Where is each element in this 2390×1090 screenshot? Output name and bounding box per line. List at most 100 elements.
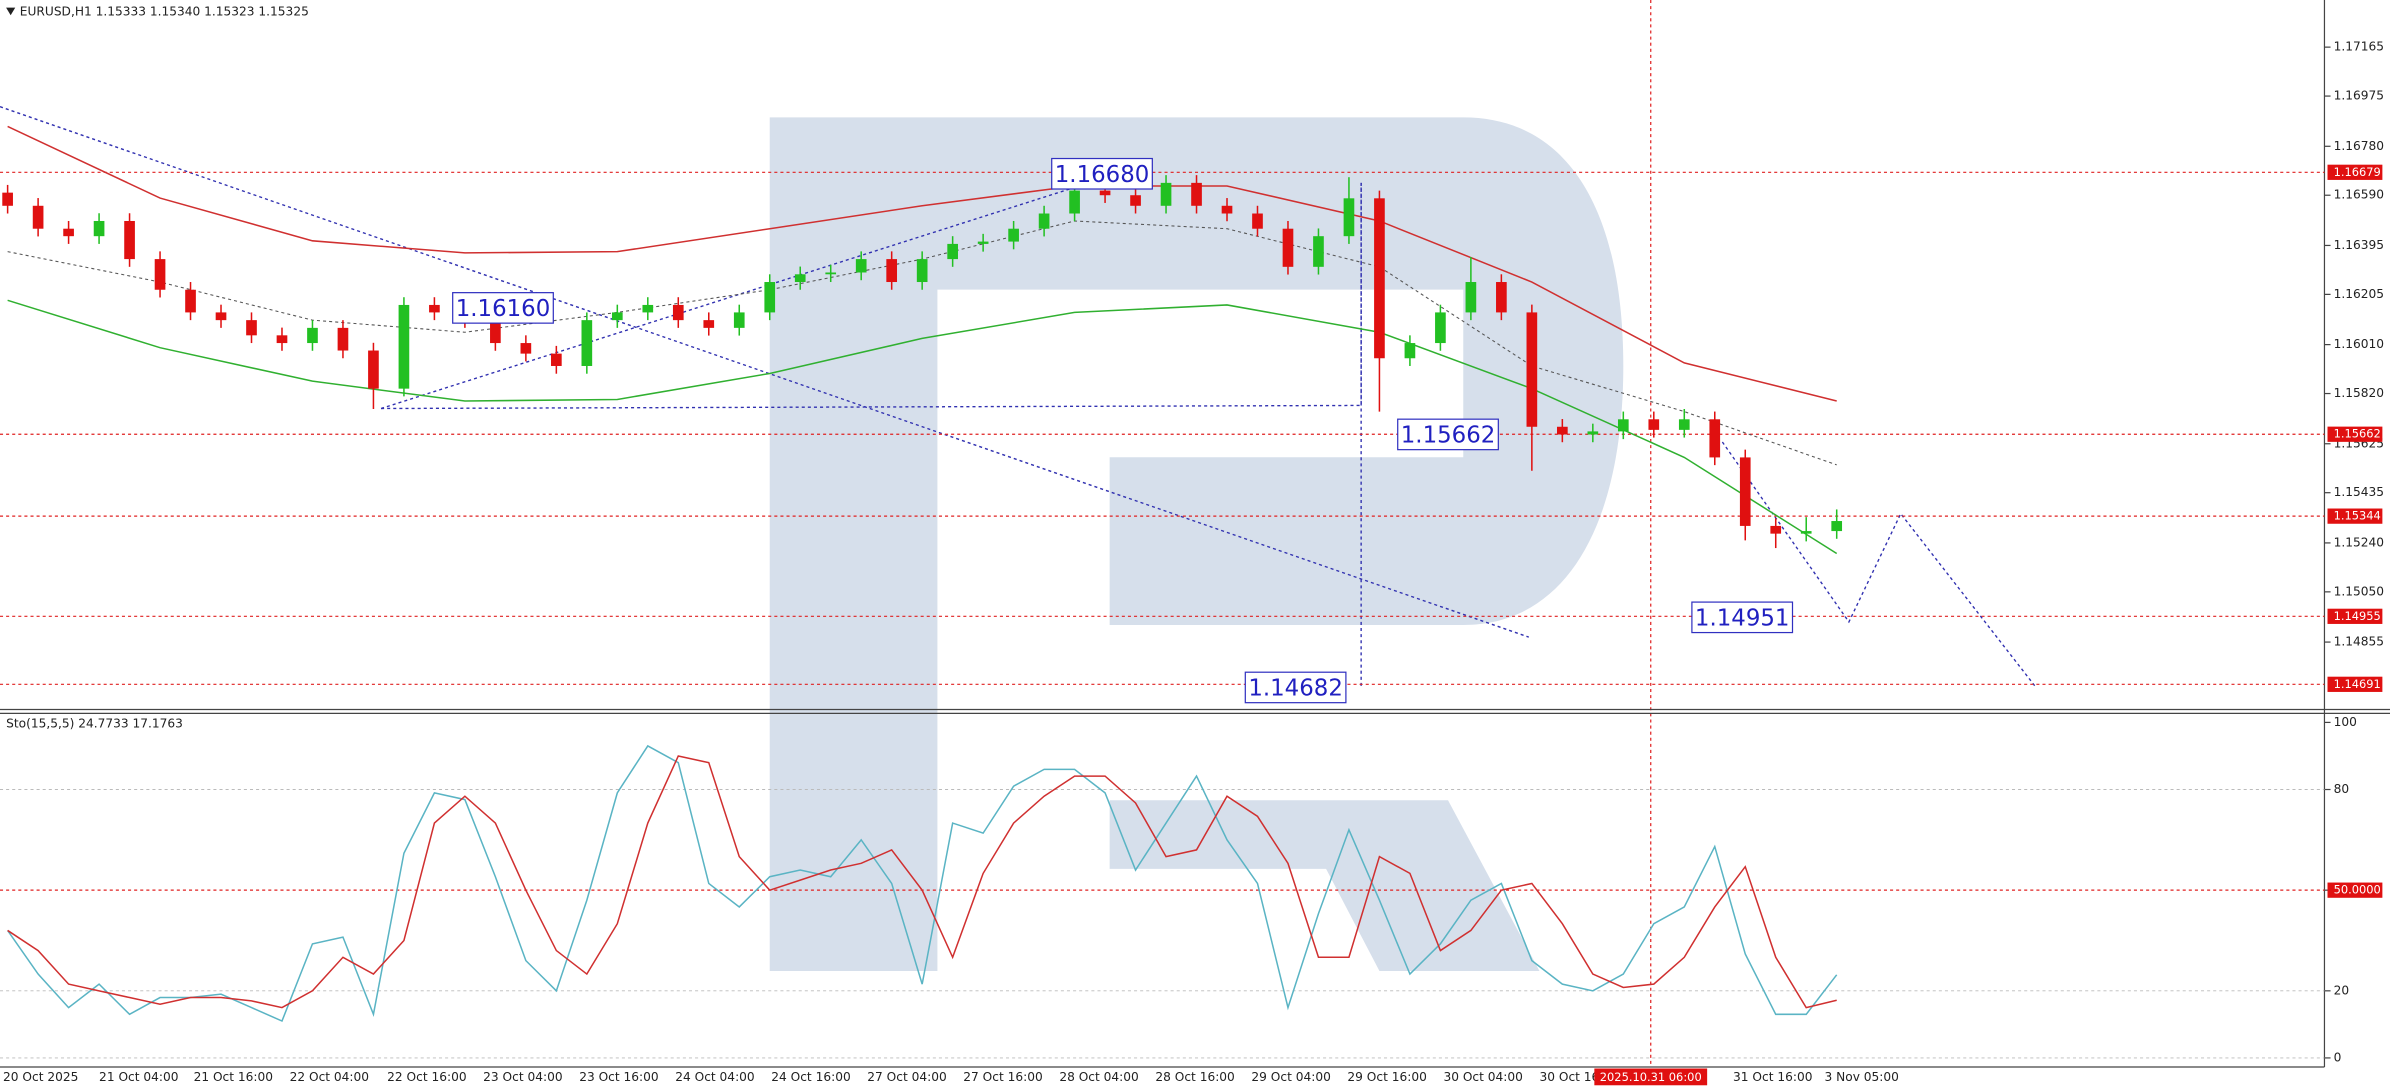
x-tick-label: 27 Oct 16:00 — [963, 1070, 1042, 1084]
annotation: 1.14682 — [1248, 675, 1343, 701]
candle-body — [276, 335, 288, 344]
x-tick-label: 29 Oct 04:00 — [1251, 1070, 1330, 1084]
x-tick-label: 28 Oct 04:00 — [1059, 1070, 1138, 1084]
candle-body — [1709, 419, 1721, 458]
annotation-box — [1691, 601, 1794, 634]
annotation-box — [452, 292, 554, 324]
y-tick-label: 1.15435 — [2334, 485, 2384, 499]
candle-body — [2, 192, 13, 206]
candle-body — [611, 312, 623, 321]
candle-body — [1617, 419, 1629, 432]
indicator-line — [7, 755, 1837, 1009]
candle-body — [764, 282, 776, 313]
x-tick-label: 30 Oct 04:00 — [1443, 1070, 1522, 1084]
x-tick-label: 21 Oct 16:00 — [194, 1070, 273, 1084]
candle-body — [124, 220, 135, 260]
y-tick-label: 20 — [2334, 983, 2350, 997]
candle-body — [1130, 195, 1141, 206]
trend-line — [0, 106, 1530, 638]
candle-body — [947, 243, 958, 260]
level-label-box — [2327, 608, 2383, 624]
x-tick-label: 20 Oct 2025 — [3, 1070, 78, 1084]
level-label: 1.15662 — [2334, 427, 2381, 441]
candle-body — [429, 304, 440, 313]
x-tick-label: 22 Oct 04:00 — [290, 1070, 369, 1084]
forecast-line — [1721, 441, 2036, 687]
y-tick-label: 1.15820 — [2334, 386, 2384, 400]
candle-body — [32, 205, 44, 229]
candle-body — [490, 320, 501, 344]
candle-body — [1770, 525, 1782, 534]
candle-body — [1526, 312, 1538, 427]
candle-body — [1221, 205, 1233, 214]
x-tick-label: 24 Oct 16:00 — [771, 1070, 850, 1084]
candle-body — [1404, 343, 1416, 359]
candle-body — [642, 304, 654, 313]
annotation-box — [1244, 671, 1347, 704]
candle-body — [977, 241, 989, 244]
x-tick-label: 3 Nov 05:00 — [1825, 1070, 1899, 1084]
x-tick-label: 24 Oct 04:00 — [675, 1070, 754, 1084]
candle-body — [1099, 190, 1111, 196]
candle-body — [733, 312, 745, 328]
y-tick-label: 1.16205 — [2334, 287, 2384, 301]
level-label: 1.15344 — [2334, 509, 2381, 523]
candle-body — [703, 320, 715, 328]
candle-body — [581, 320, 593, 366]
y-tick-label: 0 — [2334, 1050, 2342, 1064]
candle-body — [93, 220, 105, 237]
candle-body — [1038, 213, 1050, 229]
x-tick-label: 29 Oct 16:00 — [1347, 1070, 1426, 1084]
candle-body — [1739, 457, 1751, 526]
candle-body — [1160, 182, 1172, 206]
annotation: 1.16160 — [456, 296, 551, 322]
candle-body — [307, 327, 318, 344]
moving-average — [7, 125, 1837, 402]
indicator-title: Sto(15,5,5) 24.7733 17.1763 — [6, 717, 183, 731]
annotation-box — [1397, 418, 1499, 451]
candle-body — [1374, 198, 1385, 359]
chart-title: EURUSD,H1 1.15333 1.15340 1.15323 1.1532… — [20, 5, 309, 19]
candle-body — [215, 312, 227, 321]
candle-body — [1557, 426, 1568, 435]
candle-body — [1252, 213, 1263, 229]
candle-body — [63, 228, 74, 237]
x-tick-label: 27 Oct 04:00 — [867, 1070, 946, 1084]
level-label: 1.14691 — [2334, 677, 2381, 691]
y-tick-label: 1.16780 — [2334, 139, 2384, 153]
candle-body — [1648, 419, 1660, 430]
candle-body — [1587, 431, 1599, 435]
annotation: 1.16680 — [1055, 162, 1150, 188]
annotation: 1.14951 — [1695, 605, 1790, 631]
candle-body — [1678, 419, 1690, 430]
candle-body — [1435, 312, 1446, 344]
watermark-logo — [769, 117, 1624, 971]
crosshair-label: 2025.10.31 06:00 — [1600, 1070, 1702, 1084]
y-tick-label: 100 — [2334, 715, 2357, 729]
level-label-box — [2327, 426, 2383, 442]
crosshair-label-box — [1594, 1068, 1708, 1086]
y-tick-label: 1.17165 — [2334, 40, 2384, 54]
y-tick-label: 1.15240 — [2334, 535, 2384, 549]
level-label: 1.16679 — [2334, 165, 2381, 179]
candle-body — [1069, 190, 1080, 214]
y-tick-label: 1.16590 — [2334, 188, 2384, 202]
level-label: 1.14955 — [2334, 609, 2381, 623]
candle-body — [825, 272, 837, 275]
x-tick-label: 31 Oct 16:00 — [1733, 1070, 1812, 1084]
candle-body — [1496, 282, 1507, 313]
candle-body — [1343, 198, 1355, 237]
candle-body — [520, 343, 532, 354]
candle-body — [1313, 236, 1324, 267]
candle-body — [154, 259, 166, 290]
y-tick-label: 1.16975 — [2334, 89, 2384, 103]
y-tick-label: 80 — [2334, 782, 2350, 796]
candle-body — [246, 320, 257, 336]
candle-body — [398, 304, 410, 389]
candle-body — [1831, 521, 1843, 532]
y-tick-label: 1.16010 — [2334, 337, 2384, 351]
x-tick-label: 28 Oct 16:00 — [1155, 1070, 1234, 1084]
menu-arrow[interactable] — [6, 7, 16, 16]
candle-body — [185, 289, 196, 313]
annotation-box — [1051, 157, 1153, 190]
